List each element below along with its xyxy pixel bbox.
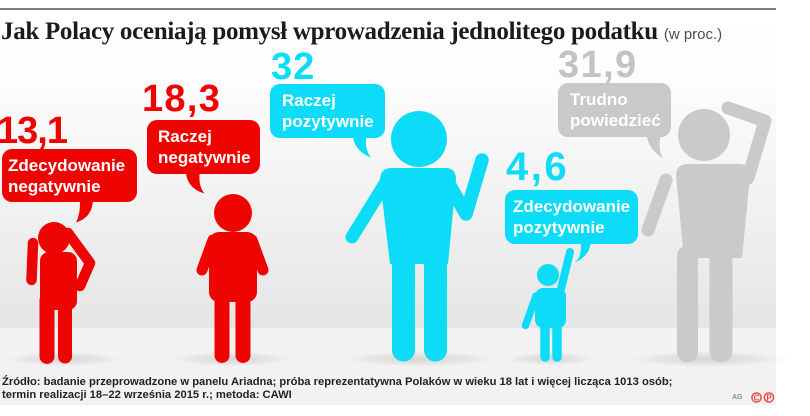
svg-text:C: C <box>754 393 760 402</box>
svg-text:P: P <box>766 393 772 402</box>
